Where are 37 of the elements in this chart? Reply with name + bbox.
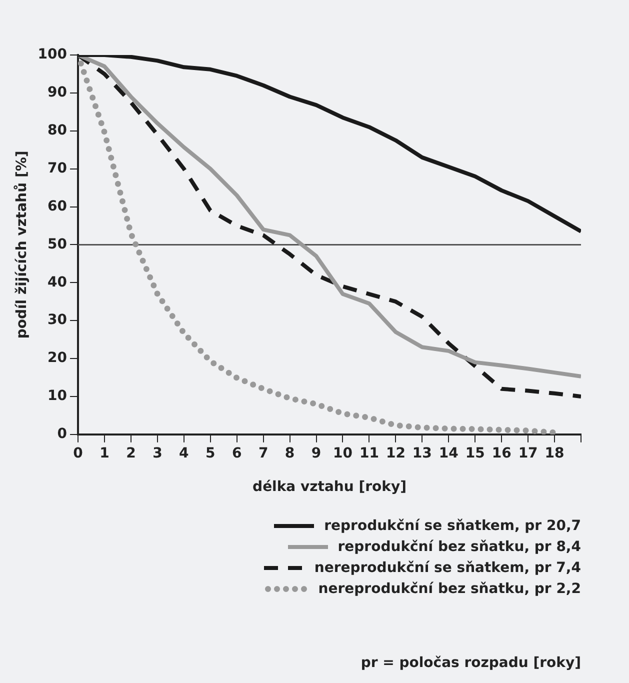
x-tick-label: 16 [492,445,512,462]
y-tick-label: 90 [48,84,68,101]
y-tick-label: 50 [48,236,68,252]
x-tick-label: 14 [438,445,459,462]
x-tick-label: 12 [386,445,406,462]
x-tick-label: 0 [73,445,84,462]
y-tick-label: 80 [48,122,68,139]
x-tick-label: 1 [100,445,110,462]
legend-label: reprodukční bez sňatku, pr 8,4 [338,539,581,555]
legend-label: nereprodukční se sňatkem, pr 7,4 [314,560,581,576]
x-tick-label: 8 [284,445,295,462]
x-tick-label: 10 [333,445,353,462]
y-tick-label: 0 [57,426,68,442]
legend-label: reprodukční se sňatkem, pr 20,7 [324,518,581,534]
x-tick-label: 13 [412,445,432,462]
x-tick-label: 6 [232,445,242,462]
x-tick-label: 11 [359,445,379,462]
x-tick-label: 9 [311,445,322,462]
y-tick-label: 10 [48,388,68,404]
text: pr = poločas rozpadu [roky] [360,655,581,671]
y-tick-label: 70 [48,160,68,176]
x-tick-label: 2 [126,445,136,462]
x-tick-label: 17 [518,445,538,462]
y-tick-label: 40 [48,274,68,290]
x-axis-title: délka vztahu [roky] [252,479,406,496]
x-tick-label: 3 [152,445,162,462]
y-tick-label: 30 [48,312,68,328]
y-tick-label: 20 [48,350,68,366]
x-tick-label: 4 [179,445,190,462]
x-tick-label: 5 [206,445,216,462]
y-axis-title: podíl žijících vztahů [%] [13,150,30,339]
legend-label: nereprodukční bez sňatku, pr 2,2 [318,581,581,597]
x-tick-label: 7 [258,445,268,462]
x-tick-label: 18 [544,445,564,462]
y-tick-label: 100 [38,46,68,63]
x-tick-label: 15 [465,445,485,462]
y-tick-label: 60 [48,198,68,214]
